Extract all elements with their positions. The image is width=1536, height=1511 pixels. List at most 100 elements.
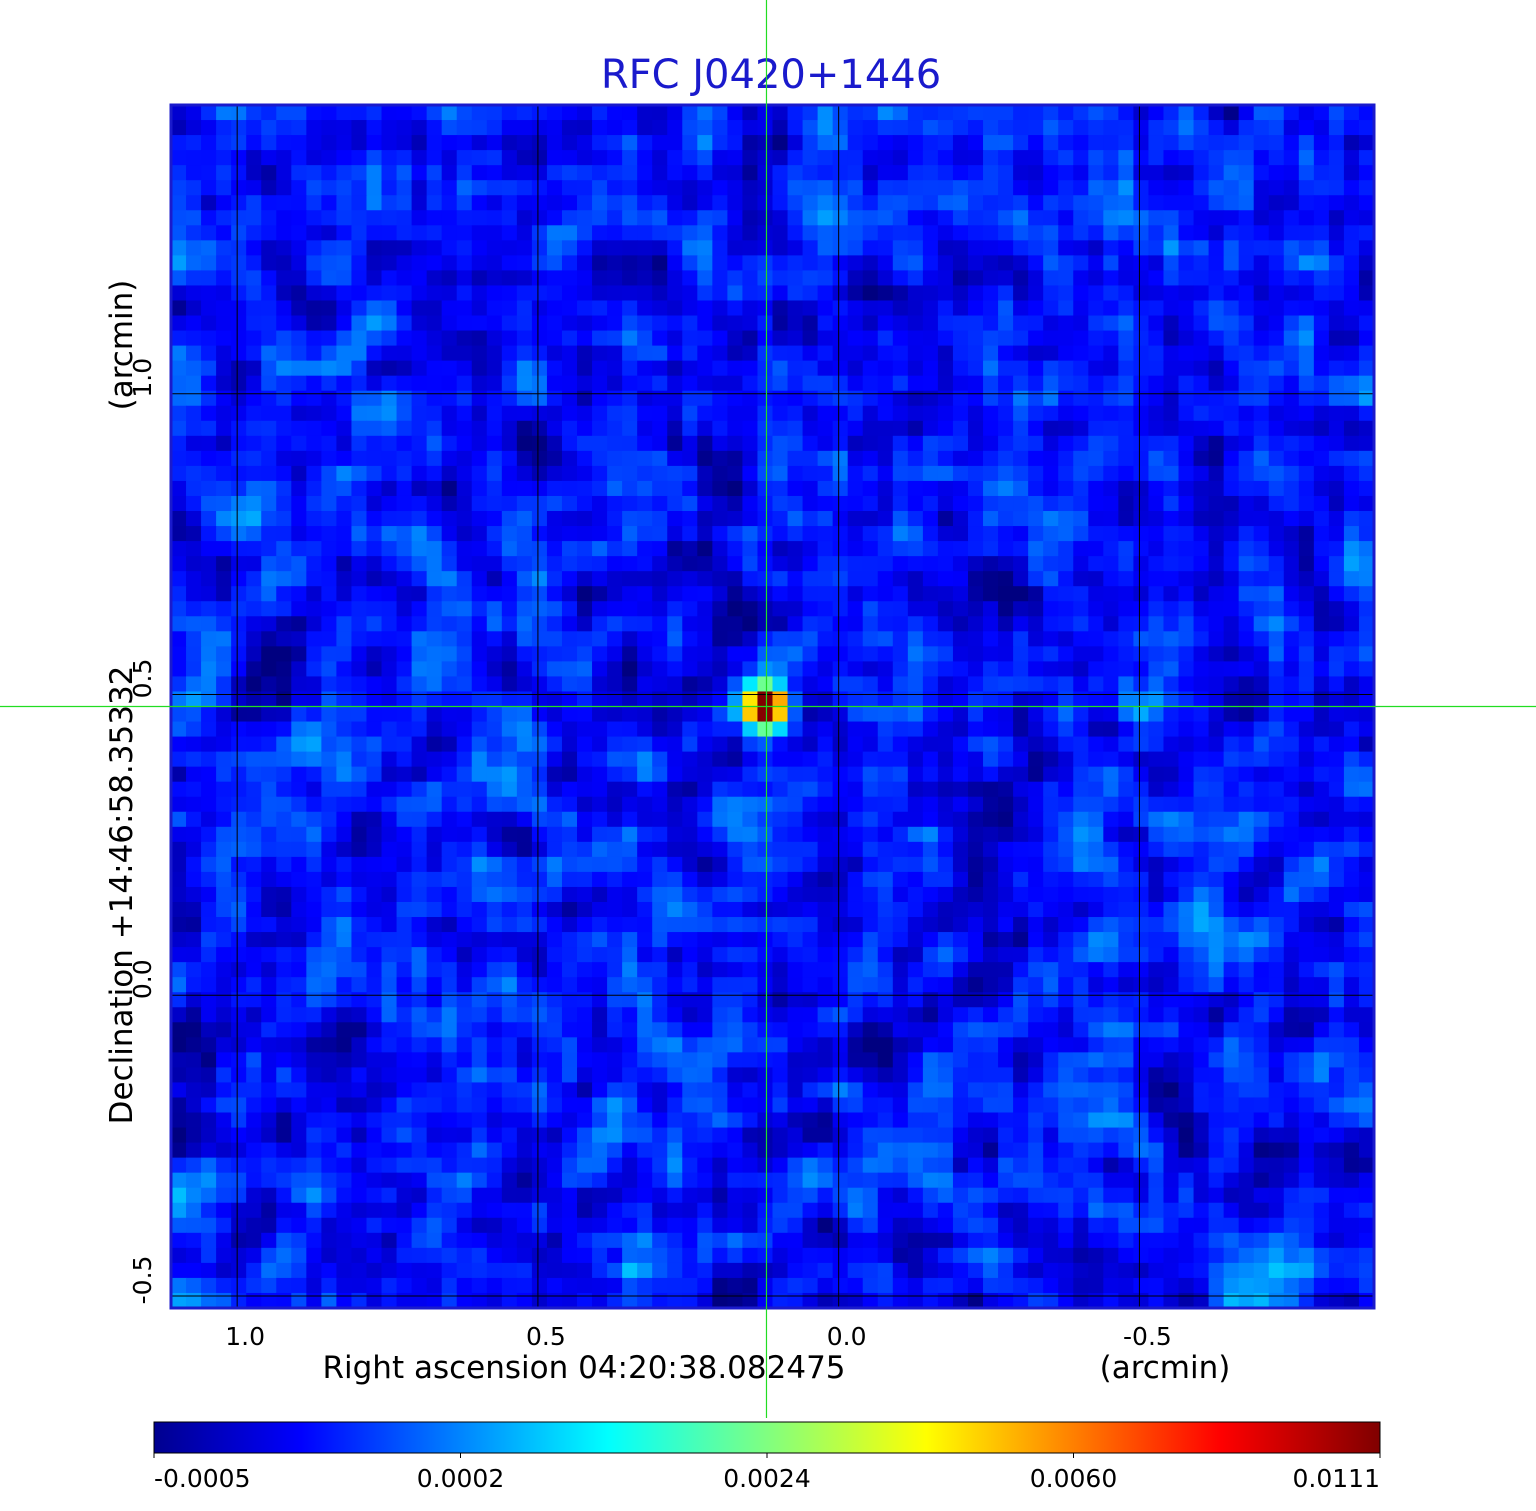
image-pixel (306, 751, 322, 768)
image-pixel (877, 210, 894, 226)
image-pixel (952, 285, 969, 302)
image-pixel (682, 420, 698, 437)
image-pixel (1163, 465, 1180, 482)
image-pixel (1328, 270, 1345, 287)
image-pixel (727, 901, 744, 918)
image-pixel (1358, 947, 1374, 963)
image-pixel (1073, 210, 1089, 226)
image-pixel (216, 856, 232, 873)
image-pixel (276, 571, 292, 587)
image-pixel (1268, 706, 1285, 723)
image-pixel (1328, 526, 1345, 542)
image-pixel (907, 360, 924, 377)
image-pixel (622, 360, 638, 377)
image-pixel (261, 616, 277, 632)
image-pixel (201, 661, 217, 678)
image-pixel (637, 180, 653, 196)
image-pixel (336, 886, 353, 903)
image-pixel (937, 841, 954, 858)
image-pixel (336, 691, 353, 708)
image-pixel (577, 706, 593, 723)
image-pixel (862, 390, 879, 407)
image-pixel (772, 947, 789, 963)
image-pixel (1133, 781, 1150, 798)
image-pixel (1298, 511, 1315, 527)
image-pixel (832, 435, 849, 452)
image-pixel (817, 917, 834, 933)
image-pixel (998, 180, 1014, 196)
image-pixel (186, 270, 202, 287)
image-pixel (637, 1022, 653, 1038)
image-pixel (291, 736, 307, 753)
image-pixel (1013, 992, 1029, 1008)
image-pixel (1283, 646, 1300, 662)
image-pixel (201, 255, 217, 272)
image-pixel (1013, 721, 1029, 738)
image-pixel (742, 962, 759, 978)
image-pixel (1163, 1022, 1180, 1038)
image-pixel (426, 706, 443, 723)
image-pixel (937, 601, 954, 617)
image-pixel (1268, 871, 1285, 888)
image-pixel (531, 751, 548, 768)
image-pixel (336, 932, 353, 948)
image-pixel (1013, 165, 1029, 181)
image-pixel (727, 541, 744, 557)
image-pixel (772, 992, 789, 1008)
image-pixel (201, 826, 217, 843)
image-pixel (336, 240, 353, 256)
image-pixel (291, 135, 307, 151)
image-pixel (171, 886, 187, 903)
image-pixel (261, 225, 277, 241)
image-pixel (727, 721, 744, 738)
image-pixel (1148, 465, 1165, 482)
image-pixel (667, 826, 683, 843)
image-pixel (1193, 676, 1210, 693)
image-pixel (907, 420, 924, 437)
image-pixel (336, 390, 353, 407)
image-pixel (652, 345, 668, 362)
image-pixel (1268, 811, 1285, 828)
image-pixel (396, 796, 413, 813)
image-pixel (321, 871, 338, 888)
image-pixel (396, 811, 413, 828)
image-pixel (682, 796, 698, 813)
image-pixel (1268, 165, 1285, 181)
image-pixel (787, 841, 804, 858)
image-pixel (261, 165, 277, 181)
image-pixel (1103, 631, 1119, 647)
image-pixel (336, 841, 353, 858)
image-pixel (877, 390, 894, 407)
image-pixel (967, 646, 984, 662)
image-pixel (922, 616, 939, 632)
image-pixel (426, 495, 443, 512)
image-pixel (1343, 330, 1360, 347)
image-pixel (922, 135, 939, 151)
image-pixel (201, 646, 217, 662)
image-pixel (306, 255, 322, 272)
image-pixel (291, 932, 307, 948)
image-pixel (1148, 856, 1165, 873)
image-pixel (1253, 841, 1270, 858)
image-pixel (351, 285, 368, 302)
image-pixel (922, 661, 939, 678)
image-pixel (802, 811, 819, 828)
image-pixel (501, 1007, 518, 1023)
image-pixel (321, 571, 338, 587)
image-pixel (561, 390, 578, 407)
image-pixel (1088, 917, 1104, 933)
image-pixel (998, 270, 1014, 287)
image-pixel (531, 901, 548, 918)
image-pixel (441, 180, 458, 196)
image-pixel (832, 315, 849, 332)
image-pixel (1058, 766, 1074, 783)
image-pixel (501, 751, 518, 768)
image-pixel (501, 225, 518, 241)
image-pixel (847, 962, 864, 978)
image-pixel (201, 691, 217, 708)
image-pixel (607, 195, 623, 211)
image-pixel (1238, 706, 1255, 723)
image-pixel (1073, 586, 1089, 602)
image-pixel (742, 105, 759, 121)
image-pixel (246, 676, 262, 693)
